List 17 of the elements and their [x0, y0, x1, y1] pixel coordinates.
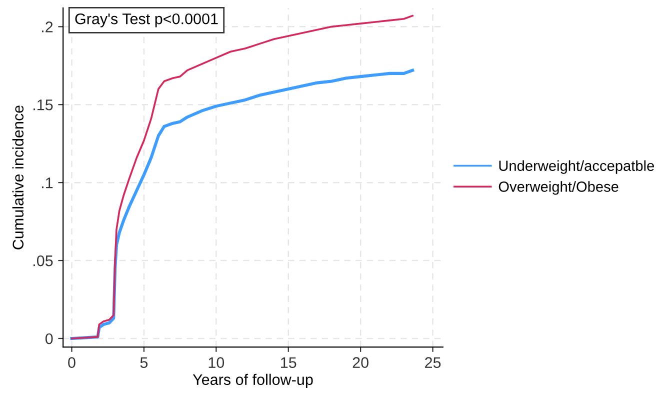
- x-tick-label: 25: [425, 357, 441, 368]
- legend-label: Underweight/accepatble: [499, 160, 654, 174]
- line-series: [70, 14, 414, 340]
- x-tick-label: 10: [208, 357, 224, 368]
- annotation: Gray's Test p<0.0001: [75, 13, 218, 28]
- y-tick-label: .1: [42, 178, 53, 188]
- x-tick-label: 20: [352, 357, 368, 368]
- x-tick-label: 5: [140, 357, 148, 368]
- x-tick-label: 0: [68, 357, 76, 368]
- y-tick-label: 0: [45, 333, 53, 344]
- y-tick-label: .15: [34, 100, 53, 110]
- y-axis-title: Cumulative incidence: [12, 106, 24, 250]
- x-tick-label: 15: [281, 357, 296, 368]
- y-tick-label: .2: [42, 22, 53, 32]
- legend-label: Overweight/Obese: [498, 181, 618, 195]
- y-tick-label: .05: [34, 255, 53, 266]
- x-axis-title: Years of follow-up: [192, 374, 313, 388]
